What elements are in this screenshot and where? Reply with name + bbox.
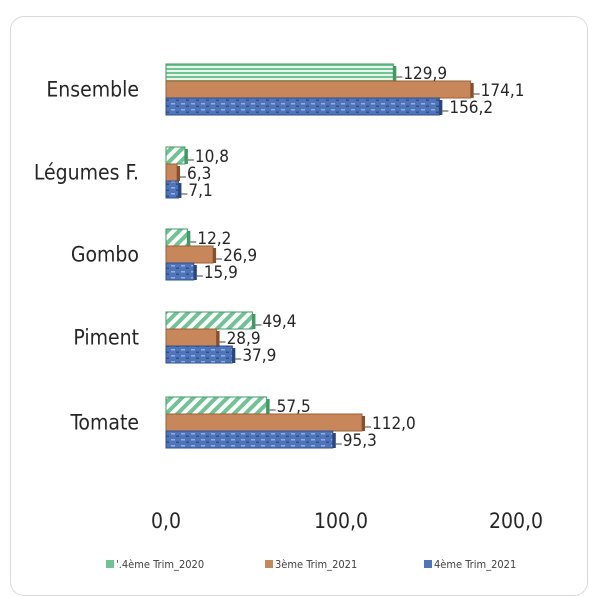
bar-edge-1-1: [177, 166, 181, 181]
category-label-0: Ensemble: [46, 78, 139, 102]
bar-edge-2-2: [193, 265, 197, 280]
data-label-0-3: 49,4: [262, 312, 296, 332]
x-tick-label-2: 200,0: [489, 509, 543, 533]
data-label-1-4: 112,0: [372, 414, 416, 434]
bar-edge-2-0: [439, 100, 443, 115]
data-label-0-2: 12,2: [197, 229, 231, 249]
bar-0-0: [165, 63, 394, 82]
data-label-2-1: 7,1: [188, 181, 212, 201]
category-label-4: Tomate: [69, 411, 139, 435]
bar-2-1: [165, 180, 179, 199]
data-label-0-4: 57,5: [277, 397, 311, 417]
bar-2-0: [165, 97, 440, 116]
bar-edge-2-1: [178, 183, 182, 198]
bar-1-1: [165, 163, 178, 182]
bar-0-4: [165, 396, 268, 415]
data-label-1-2: 26,9: [223, 246, 257, 266]
bar-edge-0-2: [187, 231, 191, 246]
bar-0-3: [165, 311, 253, 330]
legend-swatch-1: [265, 560, 273, 568]
category-label-1: Légumes F.: [34, 161, 139, 185]
bar-2-4: [165, 430, 334, 449]
x-tick-label-1: 100,0: [314, 509, 368, 533]
legend-label-1: 3ème Trim_2021: [275, 558, 357, 571]
category-label-3: Piment: [73, 326, 139, 350]
bar-edge-0-0: [393, 66, 397, 81]
bar-edge-0-4: [266, 399, 270, 414]
bar-0-2: [165, 228, 188, 247]
bar-2-3: [165, 345, 233, 364]
bar-edge-1-3: [216, 331, 220, 346]
bar-1-3: [165, 328, 218, 347]
bar-edge-0-1: [184, 149, 188, 164]
x-tick-label-0: 0,0: [151, 509, 181, 533]
bar-edge-1-0: [470, 83, 474, 98]
legend-swatch-0: [106, 560, 114, 568]
bar-1-4: [165, 413, 363, 432]
bar-2-2: [165, 262, 195, 281]
category-label-2: Gombo: [71, 243, 139, 267]
bar-edge-1-4: [362, 416, 365, 431]
data-label-2-2: 15,9: [204, 263, 238, 283]
data-label-0-1: 10,8: [195, 147, 229, 167]
bar-0-1: [165, 146, 186, 165]
bar-edge-0-3: [252, 314, 256, 329]
legend-label-0: '.4ème Trim_2020: [116, 558, 204, 571]
data-label-1-3: 28,9: [227, 329, 261, 349]
data-label-2-3: 37,9: [242, 346, 276, 366]
data-label-2-0: 156,2: [449, 98, 493, 118]
data-label-0-0: 129,9: [403, 64, 447, 84]
data-label-1-1: 6,3: [187, 164, 211, 184]
data-label-2-4: 95,3: [343, 431, 377, 451]
bar-edge-2-3: [232, 348, 236, 363]
bar-edge-1-2: [213, 248, 217, 263]
legend-label-2: 4ème Trim_2021: [434, 558, 516, 571]
bar-edge-2-4: [332, 433, 336, 448]
data-label-1-0: 174,1: [481, 81, 525, 101]
legend-swatch-2: [424, 560, 432, 568]
